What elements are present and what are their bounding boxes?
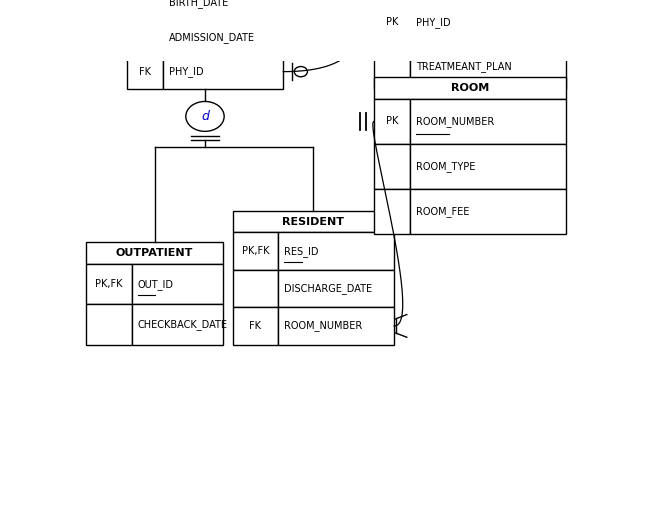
Bar (278, 307, 395, 344)
Bar (87, 304, 132, 344)
Text: PHY_ID: PHY_ID (417, 17, 451, 28)
Text: PK: PK (386, 17, 398, 28)
Bar (374, 144, 410, 189)
Bar (374, 189, 410, 235)
Text: ADMISSION_DATE: ADMISSION_DATE (169, 32, 255, 43)
Text: OUT_ID: OUT_ID (138, 278, 174, 290)
Text: TREATMEANT_PLAN: TREATMEANT_PLAN (417, 61, 512, 72)
Text: FK: FK (249, 321, 262, 331)
Bar (410, 144, 566, 189)
Text: BIRTH_DATE: BIRTH_DATE (169, 0, 229, 8)
Bar (233, 233, 278, 270)
Text: RES_ID: RES_ID (284, 246, 319, 257)
Bar (233, 211, 395, 233)
Bar (127, 55, 163, 89)
Bar (132, 264, 223, 304)
Bar (163, 20, 283, 55)
Bar (132, 304, 223, 344)
Text: ROOM_FEE: ROOM_FEE (417, 206, 470, 217)
Bar (163, 0, 283, 20)
Bar (374, 1, 410, 44)
Text: CHECKBACK_DATE: CHECKBACK_DATE (138, 319, 228, 330)
Text: PHY_ID: PHY_ID (169, 66, 204, 77)
Bar (410, 189, 566, 235)
Bar (410, 1, 566, 44)
Text: RESIDENT: RESIDENT (283, 217, 344, 227)
Bar (374, 77, 566, 99)
Bar (163, 55, 283, 89)
Text: FK: FK (139, 66, 151, 77)
Text: PK: PK (386, 117, 398, 126)
Bar (278, 270, 395, 307)
Text: ROOM: ROOM (450, 83, 489, 93)
Text: PK,FK: PK,FK (96, 279, 123, 289)
Bar (374, 44, 410, 89)
Text: ROOM_NUMBER: ROOM_NUMBER (284, 320, 363, 331)
Bar (127, 20, 163, 55)
Bar (410, 44, 566, 89)
Bar (278, 233, 395, 270)
Bar (87, 242, 223, 264)
Text: DISCHARGE_DATE: DISCHARGE_DATE (284, 283, 372, 294)
Bar (87, 264, 132, 304)
Bar (127, 0, 163, 20)
Bar (233, 307, 278, 344)
Text: ROOM_TYPE: ROOM_TYPE (417, 161, 476, 172)
Text: d: d (201, 110, 209, 123)
Bar (410, 99, 566, 144)
Text: PK,FK: PK,FK (242, 246, 269, 256)
Bar (233, 270, 278, 307)
Text: OUTPATIENT: OUTPATIENT (116, 248, 193, 258)
Text: ROOM_NUMBER: ROOM_NUMBER (417, 116, 495, 127)
Bar (374, 99, 410, 144)
